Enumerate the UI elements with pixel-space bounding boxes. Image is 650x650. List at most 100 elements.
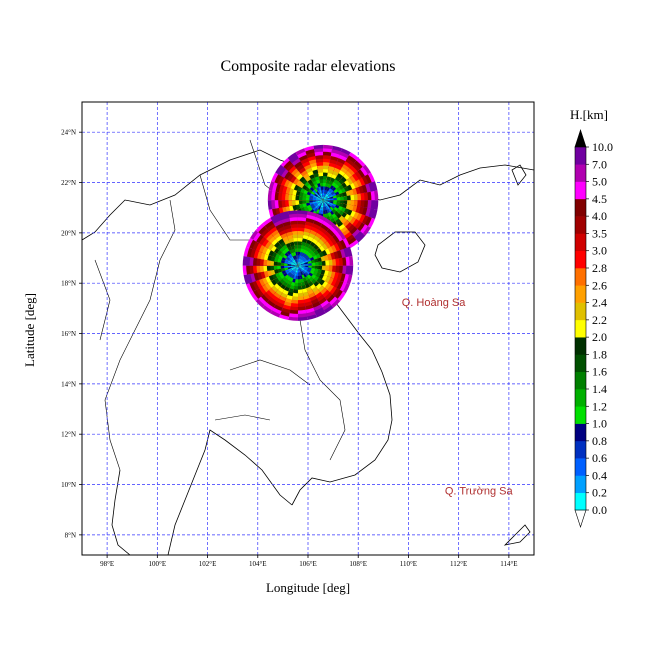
radar-sector: [294, 263, 298, 266]
colorbar-label: 0.0: [592, 503, 607, 517]
radar-sector: [295, 262, 298, 266]
colorbar-swatch: [575, 371, 586, 390]
radar-sector: [297, 263, 302, 266]
colorbar-swatch: [575, 285, 586, 303]
colorbar-label: 1.6: [592, 365, 607, 379]
radar-sector: [297, 263, 301, 266]
radar-sector: [323, 197, 326, 201]
coastline-peninsula: [111, 469, 131, 555]
radar-sector: [319, 199, 324, 201]
colorbar: 0.0 0.2 0.4 0.6 0.8 1.0 1.2 1.4 1.6 1.8 2.0 2.2 2.4 2…: [574, 129, 613, 528]
radar-sector: [320, 200, 324, 204]
y-tick-label: 20°N: [61, 229, 76, 237]
radar-sector: [323, 200, 326, 203]
radar-sector: [321, 200, 324, 204]
radar-sector: [297, 262, 299, 266]
radar-sector: [319, 200, 324, 202]
colorbar-swatch: [575, 250, 586, 269]
radar-sector: [294, 265, 298, 268]
radar-sector: [323, 197, 326, 201]
y-tick-label: 12°N: [61, 431, 76, 439]
radar-sector: [321, 196, 324, 201]
colorbar-label: 4.5: [592, 192, 607, 206]
radar-sector: [297, 262, 298, 266]
radar-sector: [297, 265, 301, 268]
radar-sector: [297, 262, 300, 266]
colorbar-swatch: [575, 458, 586, 476]
colorbar-label: 2.8: [592, 261, 607, 275]
colorbar-label: 0.4: [592, 468, 607, 482]
x-tick-label: 108°E: [349, 560, 367, 568]
radar-sector: [294, 264, 298, 266]
colorbar-label: 3.0: [592, 244, 607, 258]
palawan-island: [503, 524, 531, 546]
radar-sector: [323, 199, 327, 201]
radar-sector: [295, 262, 298, 266]
radar-site-2: [242, 210, 354, 321]
colorbar-swatch: [575, 147, 586, 165]
colorbar-swatch: [575, 302, 586, 321]
radar-sector: [297, 265, 300, 269]
radar-sector: [323, 200, 327, 202]
colorbar-label: 2.0: [592, 330, 607, 344]
radar-sector: [294, 263, 298, 266]
colorbar-extend-min: [574, 509, 587, 528]
colorbar-label: 10.0: [592, 140, 613, 154]
radar-sector: [294, 265, 298, 267]
radar-sector: [297, 265, 301, 269]
colorbar-label: 2.4: [592, 296, 607, 310]
radar-sector: [296, 265, 298, 269]
radar-sector: [297, 265, 298, 270]
colorbar-swatch: [575, 354, 586, 373]
radar-sector: [323, 200, 324, 204]
radar-sector: [321, 196, 324, 201]
radar-sector: [320, 197, 324, 201]
radar-sector: [321, 200, 324, 204]
colorbar-label: 2.6: [592, 278, 607, 292]
taiwan-island: [511, 164, 527, 186]
colorbar-label: 1.2: [592, 399, 607, 413]
radar-sector: [323, 196, 325, 201]
x-axis-label: Longitude [deg]: [265, 580, 351, 595]
colorbar-swatch: [575, 216, 586, 234]
radar-sector: [323, 197, 327, 201]
x-tick-label: 98°E: [100, 560, 114, 568]
colorbar-swatch: [575, 233, 586, 252]
x-tick-label: 114°E: [500, 560, 517, 568]
radar-sector: [323, 198, 327, 201]
radar-sector: [319, 198, 324, 201]
radar-sector: [323, 200, 327, 202]
radar-sector: [294, 265, 298, 268]
radar-sector: [323, 200, 325, 204]
radar-sector: [319, 200, 324, 202]
x-tick-label: 110°E: [400, 560, 417, 568]
radar-sector: [296, 262, 298, 266]
radar-sector: [323, 196, 325, 201]
y-tick-label: 18°N: [61, 280, 76, 288]
colorbar-swatch: [575, 440, 586, 459]
colorbar-label: 0.6: [592, 451, 607, 465]
colorbar-swatch: [575, 475, 586, 494]
colorbar-swatch: [575, 406, 586, 424]
colorbar-label: 5.0: [592, 175, 607, 189]
y-tick-label: 8°N: [65, 531, 76, 539]
place-label: Q. Trường Sa: [445, 486, 514, 498]
y-ticks: 8°N 10°N 12°N 14°N 16°N 18°N 20°N 22°N 24°N: [61, 129, 82, 539]
radar-sector: [320, 197, 324, 201]
x-tick-label: 106°E: [299, 560, 317, 568]
radar-sector: [297, 262, 300, 266]
radar-sector: [323, 200, 325, 204]
radar-sector: [320, 200, 324, 203]
colorbar-swatch: [575, 198, 586, 217]
annotations: Q. Hoàng Sa Q. Trường Sa: [402, 297, 514, 498]
colorbar-swatch: [575, 268, 586, 286]
y-tick-label: 10°N: [61, 481, 76, 489]
radar-sector: [297, 264, 302, 266]
radar-sector: [320, 197, 324, 201]
radar-sector: [323, 200, 327, 201]
y-tick-label: 16°N: [61, 330, 76, 338]
colorbar-swatch: [575, 423, 586, 442]
colorbar-label: 0.2: [592, 486, 607, 500]
x-tick-label: 112°E: [450, 560, 467, 568]
